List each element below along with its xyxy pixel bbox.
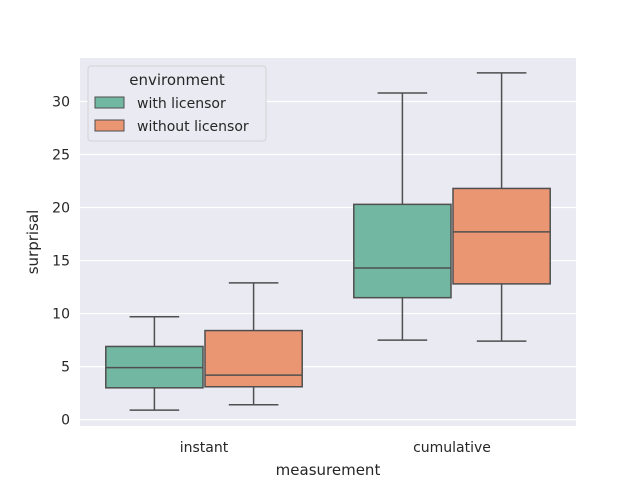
y-tick-label-20: 20	[52, 201, 70, 217]
box-without-licensor-cumulative	[452, 187, 551, 285]
y-axis-label: surprisal	[24, 210, 42, 275]
legend-label-with-licensor: with licensor	[137, 96, 226, 112]
legend-frame	[87, 65, 267, 142]
y-tick-label-5: 5	[61, 360, 70, 376]
box-with-licensor-cumulative	[353, 203, 452, 299]
x-axis-ticks: instant cumulative	[180, 440, 491, 456]
y-tick-label-15: 15	[52, 254, 70, 270]
legend: environment with licensor without licens…	[87, 65, 267, 142]
y-tick-label-10: 10	[52, 307, 70, 323]
legend-swatch-with-licensor	[94, 96, 125, 109]
legend-swatch-without-licensor	[94, 119, 125, 132]
x-tick-label-instant: instant	[180, 440, 229, 456]
y-tick-label-30: 30	[52, 94, 70, 110]
x-axis-label: measurement	[276, 461, 381, 479]
y-tick-label-25: 25	[52, 148, 70, 164]
legend-title: environment	[129, 71, 225, 89]
box-without-licensor-instant	[204, 329, 303, 388]
y-tick-label-0: 0	[61, 413, 70, 429]
y-axis-ticks: 0 5 10 15 20 25 30	[52, 94, 70, 428]
box-series	[105, 72, 551, 411]
legend-label-without-licensor: without licensor	[137, 119, 249, 135]
x-tick-label-cumulative: cumulative	[413, 440, 491, 456]
